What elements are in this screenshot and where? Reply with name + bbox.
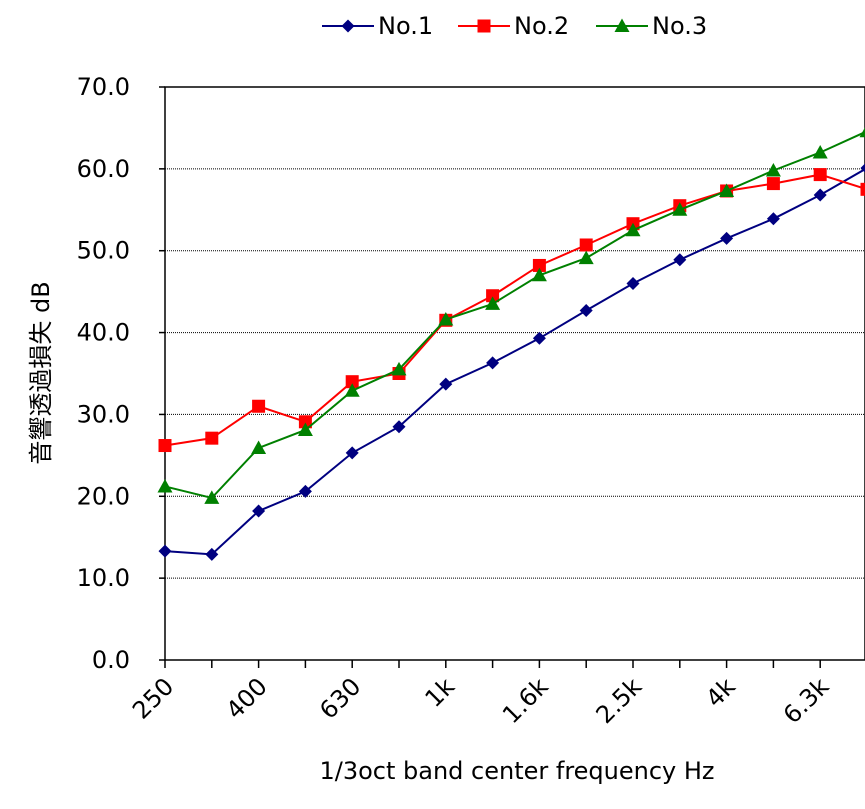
data-point <box>486 289 500 303</box>
plot-frame <box>164 86 865 661</box>
y-tick-label: 50.0 <box>77 237 130 265</box>
y-axis-label: 音響透過損失 dB <box>27 281 55 464</box>
series-layer <box>157 127 865 561</box>
data-point <box>531 267 547 282</box>
data-point <box>345 446 359 460</box>
data-point <box>812 144 828 159</box>
series-line <box>164 131 865 500</box>
legend-swatch-marker <box>614 18 630 32</box>
data-point <box>720 231 734 245</box>
legend-swatch-marker <box>341 19 355 33</box>
plot-area-border <box>164 86 865 661</box>
x-tick-label: 250 <box>127 672 179 724</box>
y-tick-label: 10.0 <box>77 564 130 592</box>
grid <box>165 168 865 579</box>
data-point <box>158 439 172 453</box>
data-point <box>298 415 312 429</box>
y-tick-label: 30.0 <box>77 400 130 428</box>
data-point <box>344 383 360 397</box>
data-point <box>205 431 219 445</box>
x-tick-label: 1.6k <box>497 672 554 729</box>
data-point <box>205 547 219 561</box>
legend-label: No.2 <box>514 12 569 40</box>
legend-item: No.1 <box>322 12 433 40</box>
x-tick-label: 1k <box>420 672 460 712</box>
data-point <box>579 238 593 252</box>
y-tick-label: 0.0 <box>92 646 130 674</box>
legend-label: No.1 <box>378 12 433 40</box>
data-point <box>859 127 865 138</box>
data-point <box>391 361 407 376</box>
y-tick-labels: 0.0 10.0 20.0 30.0 40.0 50.0 60.0 70.0 <box>77 73 165 674</box>
data-point <box>298 484 312 498</box>
legend-label: No.3 <box>652 12 707 40</box>
data-point <box>157 478 173 493</box>
data-point <box>673 253 687 267</box>
data-point <box>719 183 735 197</box>
data-point <box>766 212 780 226</box>
series-line <box>164 168 865 556</box>
y-tick-label: 70.0 <box>77 73 130 101</box>
x-tick-labels: 250 400 630 1k 1.6k 2.5k 4k 6.3k <box>127 660 835 729</box>
data-point <box>860 182 865 196</box>
data-point <box>813 168 827 182</box>
data-point <box>626 276 640 290</box>
data-point <box>438 311 454 326</box>
series-no1 <box>158 163 865 561</box>
data-point <box>252 504 266 518</box>
x-tick-label: 6.3k <box>778 672 835 729</box>
data-point <box>439 377 453 391</box>
data-point <box>766 177 780 191</box>
x-tick-label: 400 <box>221 672 273 724</box>
legend-swatch-marker <box>477 19 491 33</box>
data-point <box>860 163 865 173</box>
data-point <box>345 375 359 389</box>
x-tick-label: 4k <box>700 672 740 712</box>
series-no3 <box>157 127 865 504</box>
y-tick-label: 60.0 <box>77 155 130 183</box>
data-point <box>204 490 220 504</box>
data-point <box>532 331 546 345</box>
data-point <box>251 440 267 454</box>
legend-item: No.3 <box>596 12 707 40</box>
x-tick-label: 630 <box>314 672 366 724</box>
data-point <box>578 250 594 265</box>
data-point <box>813 188 827 202</box>
data-point <box>579 303 593 317</box>
y-tick-label: 40.0 <box>77 319 130 347</box>
series-line <box>164 173 865 447</box>
y-tick-label: 20.0 <box>77 482 130 510</box>
data-point <box>765 162 781 177</box>
x-axis-label: 1/3oct band center frequency Hz <box>319 757 714 785</box>
series-no2 <box>158 168 865 453</box>
data-point <box>252 399 266 413</box>
x-tick-label: 2.5k <box>591 672 648 729</box>
data-point <box>625 222 641 237</box>
data-point <box>158 544 172 558</box>
legend-item: No.2 <box>458 12 569 40</box>
data-point <box>672 202 688 216</box>
legend: No.1 No.2 No.3 <box>322 12 707 40</box>
data-point <box>532 258 546 272</box>
data-point <box>297 422 313 436</box>
data-point <box>392 420 406 434</box>
data-point <box>485 296 501 310</box>
data-point <box>486 356 500 370</box>
